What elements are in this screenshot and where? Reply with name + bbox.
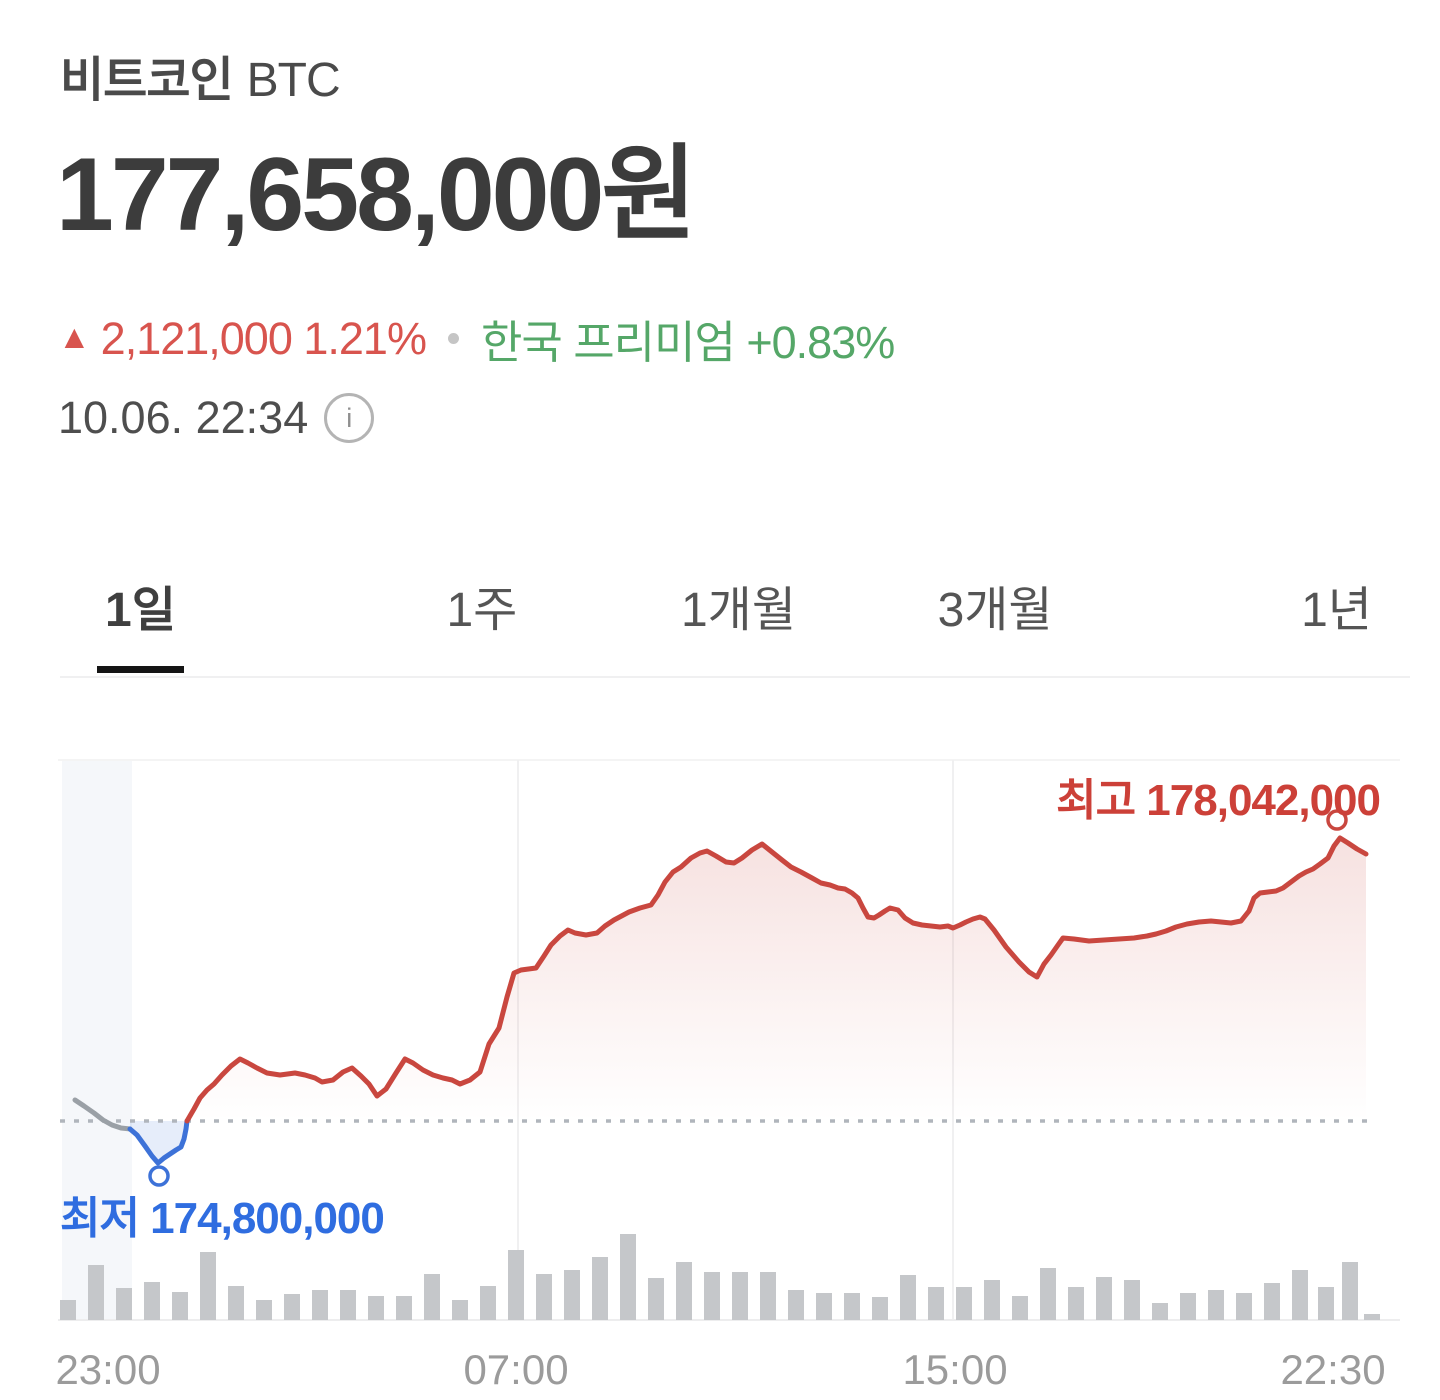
volume-bar bbox=[1040, 1268, 1056, 1320]
low-marker bbox=[148, 1165, 170, 1187]
red-area-fill bbox=[187, 838, 1366, 1121]
x-tick-15-00: 15:00 bbox=[902, 1346, 1008, 1393]
volume-bar bbox=[88, 1265, 104, 1320]
volume-bar bbox=[620, 1234, 636, 1320]
volume-bar bbox=[116, 1288, 132, 1320]
x-tick-23-00: 23:00 bbox=[55, 1346, 161, 1393]
volume-bar bbox=[452, 1300, 468, 1320]
volume-bar bbox=[1236, 1293, 1252, 1320]
volume-bar bbox=[480, 1286, 496, 1320]
volume-bar bbox=[396, 1296, 412, 1320]
volume-bar bbox=[1068, 1287, 1084, 1320]
x-tick-22-30: 22:30 bbox=[1280, 1346, 1386, 1393]
volume-bar bbox=[1208, 1290, 1224, 1320]
volume-bar bbox=[844, 1293, 860, 1320]
price-line-blue bbox=[127, 1118, 190, 1166]
volume-bar bbox=[312, 1290, 328, 1320]
timestamp-row: 10.06. 22:34 i bbox=[58, 392, 375, 444]
volume-bar bbox=[900, 1275, 916, 1320]
volume-bar bbox=[508, 1250, 524, 1320]
tab-1week[interactable]: 1주 bbox=[446, 584, 518, 637]
low-annotation: 최저 174,800,000 bbox=[60, 1194, 385, 1243]
high-marker bbox=[1326, 809, 1348, 831]
korea-premium: 한국 프리미엄 +0.83% bbox=[480, 317, 895, 368]
current-price: 177,658,000원 bbox=[56, 137, 697, 253]
volume-bar bbox=[1318, 1287, 1334, 1320]
volume-bar bbox=[816, 1293, 832, 1320]
price-value: 177,658,000 bbox=[56, 137, 604, 253]
volume-bar bbox=[228, 1286, 244, 1320]
tab-1year[interactable]: 1년 bbox=[1301, 584, 1372, 637]
volume-bar bbox=[788, 1290, 804, 1320]
volume-bar bbox=[760, 1272, 776, 1320]
volume-bar bbox=[284, 1294, 300, 1320]
volume-bar bbox=[956, 1287, 972, 1320]
volume-bar bbox=[200, 1252, 216, 1320]
volume-bar bbox=[564, 1270, 580, 1320]
volume-bar bbox=[928, 1287, 944, 1320]
volume-bar bbox=[144, 1282, 160, 1320]
volume-bar bbox=[648, 1278, 664, 1320]
volume-bar bbox=[704, 1272, 720, 1320]
volume-bar bbox=[1124, 1280, 1140, 1320]
timestamp: 10.06. 22:34 bbox=[58, 392, 309, 443]
volume-bar bbox=[984, 1280, 1000, 1320]
volume-bar bbox=[424, 1274, 440, 1320]
volume-bar bbox=[60, 1300, 76, 1320]
volume-bar bbox=[592, 1257, 608, 1320]
currency-suffix: 원 bbox=[601, 137, 697, 253]
blue-area-fill bbox=[130, 1121, 187, 1163]
volume-bar bbox=[1364, 1314, 1380, 1320]
volume-bar bbox=[732, 1272, 748, 1320]
prev-session-band bbox=[62, 760, 132, 1320]
volume-bar bbox=[1012, 1296, 1028, 1320]
volume-bar bbox=[172, 1292, 188, 1320]
high-annotation: 최고 178,042,000 bbox=[1056, 776, 1381, 825]
x-tick-07-00: 07:00 bbox=[463, 1346, 569, 1393]
coin-name: 비트코인 bbox=[60, 54, 234, 107]
period-tabs: 1일 1주 1개월 3개월 1년 bbox=[60, 556, 1410, 678]
volume-bar bbox=[368, 1296, 384, 1320]
volume-bar bbox=[256, 1300, 272, 1320]
volume-bar bbox=[1292, 1270, 1308, 1320]
volume-bar bbox=[340, 1290, 356, 1320]
volume-bar bbox=[1180, 1293, 1196, 1320]
volume-bar bbox=[676, 1262, 692, 1320]
coin-ticker: BTC bbox=[246, 54, 341, 107]
info-icon[interactable]: i bbox=[324, 393, 375, 443]
up-arrow-icon: ▲ bbox=[58, 317, 91, 355]
dot-separator-icon bbox=[447, 333, 459, 344]
volume-bar bbox=[1096, 1277, 1112, 1320]
volume-bar bbox=[536, 1274, 552, 1320]
tab-1day[interactable]: 1일 bbox=[60, 556, 354, 676]
volume-bar bbox=[1264, 1283, 1280, 1320]
tab-1month[interactable]: 1개월 bbox=[680, 584, 796, 637]
tab-3month[interactable]: 3개월 bbox=[937, 584, 1053, 637]
price-line-gray bbox=[72, 1097, 133, 1132]
price-change-row: ▲ 2,121,000 1.21% 한국 프리미엄 +0.83% bbox=[58, 306, 895, 371]
volume-bar bbox=[1342, 1262, 1358, 1320]
change-value: 2,121,000 1.21% bbox=[100, 312, 427, 364]
price-line-red bbox=[184, 835, 1369, 1124]
page-title: 비트코인 BTC bbox=[60, 40, 341, 110]
volume-bar bbox=[872, 1297, 888, 1320]
volume-bar bbox=[1152, 1303, 1168, 1320]
